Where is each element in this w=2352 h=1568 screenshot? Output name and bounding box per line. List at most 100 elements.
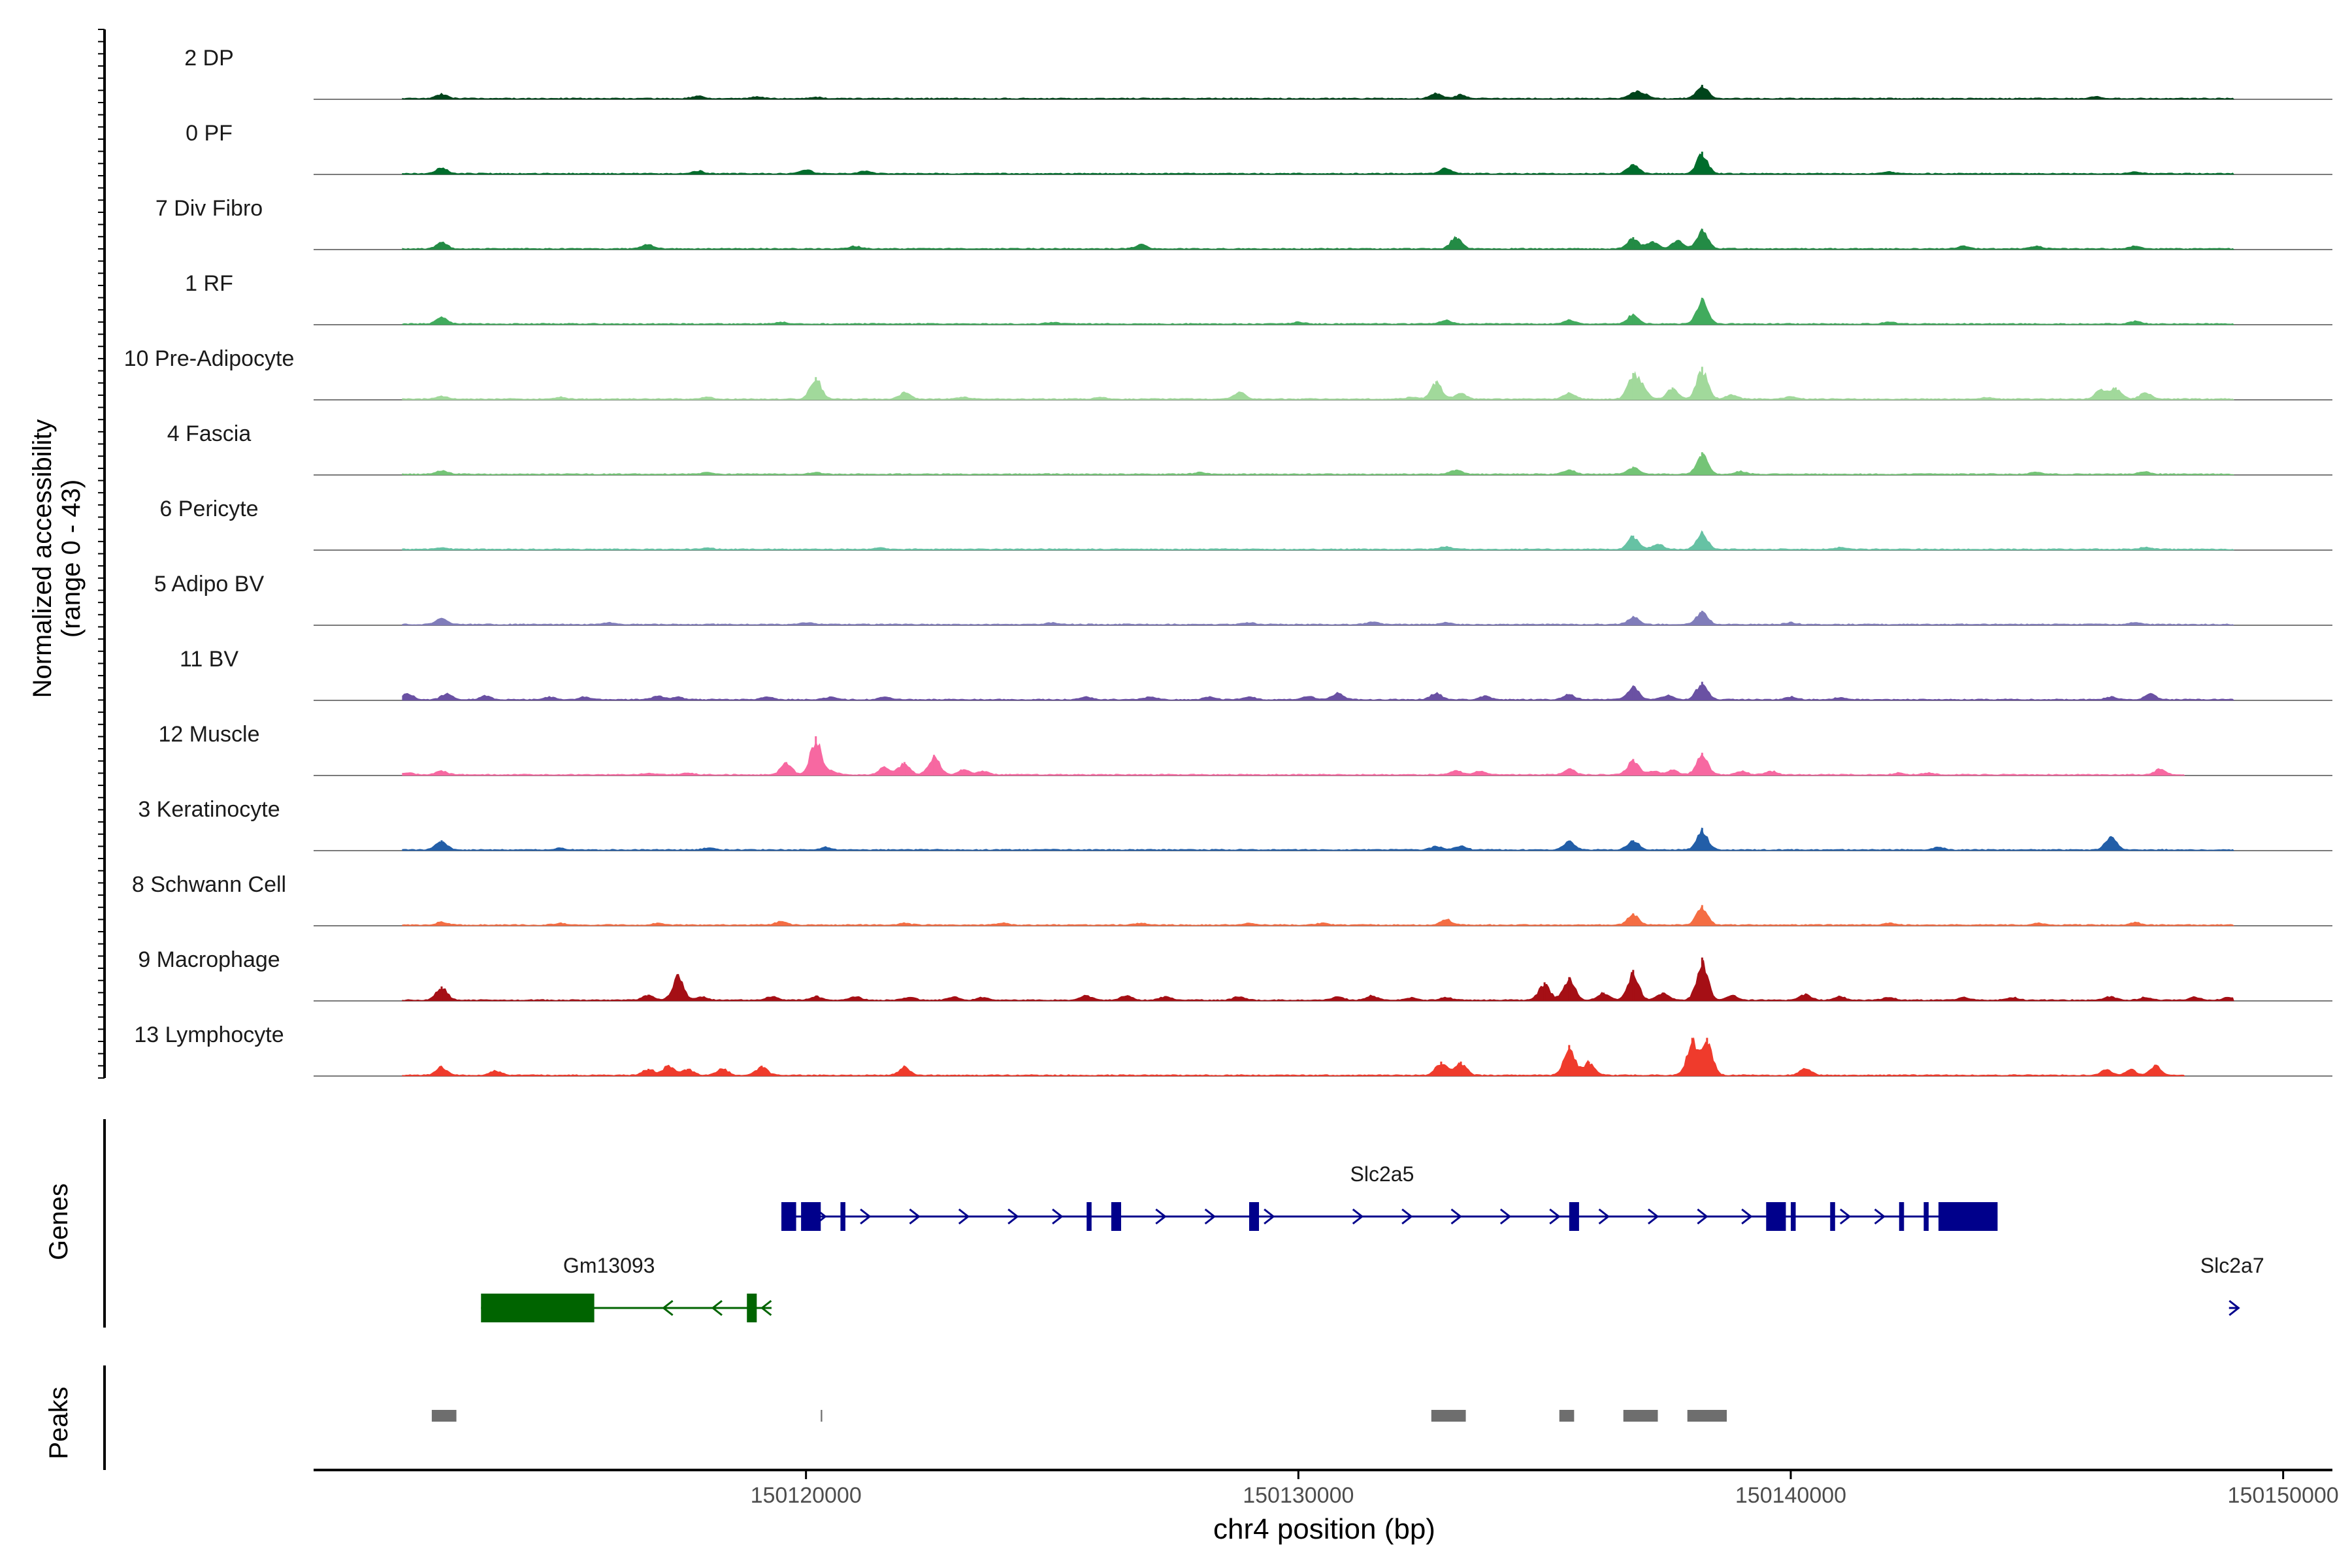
gene-label: Slc2a7 bbox=[2200, 1254, 2264, 1277]
coverage-area bbox=[402, 741, 2185, 776]
strand-arrow bbox=[662, 1299, 674, 1316]
strand-arrow bbox=[909, 1208, 921, 1225]
strand-arrow bbox=[1155, 1208, 1167, 1225]
x-axis: 150120000 150130000 150140000 150150000 bbox=[314, 1469, 2339, 1508]
gene-exon bbox=[1899, 1202, 1904, 1231]
track-3: 1 RF bbox=[185, 271, 2332, 325]
coverage-area bbox=[402, 684, 2234, 701]
strand-arrow bbox=[1697, 1208, 1708, 1225]
gene-exon bbox=[1790, 1202, 1796, 1231]
strand-arrow bbox=[1598, 1208, 1610, 1225]
genes-panel-label: Genes bbox=[44, 1183, 73, 1260]
peaks-panel-label: Peaks bbox=[44, 1386, 73, 1459]
y-axis-frame bbox=[98, 29, 106, 1079]
strand-arrow bbox=[760, 1299, 772, 1316]
coverage-tracks: 2 DP 0 PF 7 Div Fibro 1 RF 10 Pre-Adipocyte 4… bbox=[124, 46, 2332, 1077]
gene-exon bbox=[1938, 1202, 1998, 1231]
strand-arrow bbox=[1450, 1208, 1462, 1225]
peak-region bbox=[1431, 1410, 1466, 1422]
coverage-area bbox=[402, 960, 2234, 1002]
track-12: 9 Macrophage bbox=[138, 947, 2332, 1002]
track-9: 12 Muscle bbox=[159, 722, 2332, 776]
peak-region bbox=[821, 1410, 823, 1422]
peaks-track bbox=[103, 1365, 1727, 1470]
coverage-area bbox=[402, 370, 2235, 400]
gene-exon bbox=[1569, 1202, 1579, 1231]
strand-arrow bbox=[1007, 1208, 1019, 1225]
track-1: 0 PF bbox=[186, 121, 2332, 175]
coverage-area bbox=[402, 86, 2234, 100]
x-tick-label: 150120000 bbox=[751, 1483, 862, 1508]
x-tick-label: 150130000 bbox=[1243, 1483, 1354, 1508]
track-11: 8 Schwann Cell bbox=[132, 872, 2332, 926]
track-label: 3 Keratinocyte bbox=[138, 797, 280, 822]
track-label: 5 Adipo BV bbox=[154, 572, 265, 596]
gene-exon bbox=[1111, 1202, 1121, 1231]
track-6: 6 Pericyte bbox=[159, 497, 2332, 551]
strand-arrow bbox=[815, 1208, 827, 1225]
strand-arrow bbox=[1352, 1208, 1364, 1225]
track-7: 5 Adipo BV bbox=[154, 572, 2332, 626]
track-label: 6 Pericyte bbox=[159, 497, 258, 521]
strand-arrow bbox=[860, 1208, 872, 1225]
track-label: 2 DP bbox=[184, 46, 234, 71]
strand-arrow bbox=[2229, 1299, 2240, 1316]
track-10: 3 Keratinocyte bbox=[138, 797, 2332, 851]
coverage-area bbox=[402, 1037, 2185, 1077]
coverage-area bbox=[402, 153, 2234, 175]
strand-arrow bbox=[958, 1208, 970, 1225]
peak-region bbox=[1623, 1410, 1658, 1422]
track-label: 8 Schwann Cell bbox=[132, 872, 286, 897]
gene-gm13093: Gm13093 bbox=[481, 1254, 772, 1322]
x-tick-label: 150150000 bbox=[2228, 1483, 2339, 1508]
gene-exon bbox=[481, 1294, 595, 1322]
coverage-area bbox=[402, 530, 2235, 551]
track-2: 7 Div Fibro bbox=[155, 196, 2332, 250]
track-label: 4 Fascia bbox=[167, 421, 252, 446]
coverage-area bbox=[402, 827, 2234, 851]
gene-exon bbox=[747, 1294, 757, 1322]
x-axis-title: chr4 position (bp) bbox=[1213, 1513, 1435, 1545]
peak-region bbox=[431, 1410, 457, 1422]
strand-arrow bbox=[1874, 1208, 1886, 1225]
gene-track: Slc2a5 Gm13093 Slc2a7 bbox=[103, 1119, 2264, 1328]
peak-region bbox=[1687, 1410, 1727, 1422]
gene-exon bbox=[801, 1202, 821, 1231]
gene-exon bbox=[1249, 1202, 1260, 1231]
track-label: 13 Lymphocyte bbox=[134, 1022, 284, 1047]
gene-exon bbox=[1086, 1202, 1092, 1231]
track-13: 13 Lymphocyte bbox=[134, 1022, 2332, 1077]
track-4: 10 Pre-Adipocyte bbox=[124, 346, 2332, 400]
coverage-area bbox=[402, 612, 2235, 626]
y-axis-title: Normalized accessibility bbox=[28, 419, 57, 698]
track-label: 10 Pre-Adipocyte bbox=[124, 346, 295, 371]
strand-arrow bbox=[1052, 1208, 1064, 1225]
track-label: 7 Div Fibro bbox=[155, 196, 263, 221]
y-axis-range-subtitle: (range 0 - 43) bbox=[57, 480, 86, 638]
coverage-area bbox=[402, 905, 2235, 926]
strand-arrow bbox=[1741, 1208, 1753, 1225]
track-label: 12 Muscle bbox=[159, 722, 260, 747]
strand-arrow bbox=[1499, 1208, 1512, 1225]
strand-arrow bbox=[1648, 1208, 1659, 1225]
strand-arrow bbox=[1401, 1208, 1413, 1225]
gene-exon bbox=[1923, 1202, 1929, 1231]
gene-exon bbox=[840, 1202, 845, 1231]
coverage-area bbox=[402, 228, 2234, 250]
peak-region bbox=[1559, 1410, 1575, 1422]
strand-arrow bbox=[1204, 1208, 1217, 1225]
track-label: 9 Macrophage bbox=[138, 947, 280, 972]
track-8: 11 BV bbox=[180, 647, 2332, 701]
gene-exon bbox=[1766, 1202, 1786, 1231]
track-0: 2 DP bbox=[184, 46, 2332, 100]
strand-arrow bbox=[711, 1299, 723, 1316]
strand-arrow bbox=[1839, 1208, 1852, 1225]
strand-arrow bbox=[1549, 1208, 1561, 1225]
x-tick-label: 150140000 bbox=[1735, 1483, 1846, 1508]
gene-exon bbox=[1830, 1202, 1835, 1231]
coverage-area bbox=[402, 297, 2234, 325]
gene-slc2a5: Slc2a5 bbox=[781, 1162, 1998, 1231]
coverage-area bbox=[402, 453, 2235, 476]
gene-label: Slc2a5 bbox=[1350, 1162, 1414, 1186]
